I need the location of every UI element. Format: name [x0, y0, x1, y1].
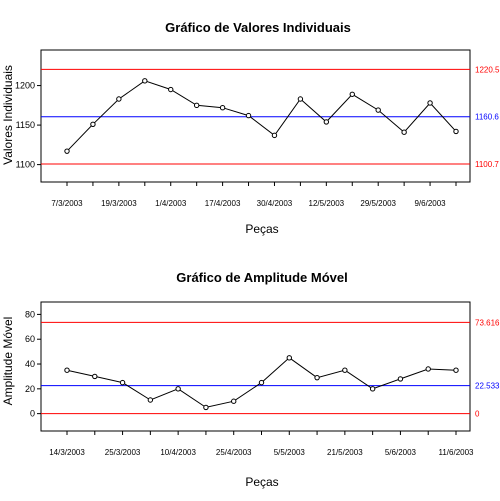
data-point — [258, 379, 265, 386]
x-tick-label: 29/5/2003 — [360, 199, 396, 208]
x-tick-label: 17/4/2003 — [205, 199, 241, 208]
data-point — [193, 102, 200, 109]
x-axis-label: Peças — [245, 222, 278, 236]
x-tick-label: 21/5/2003 — [327, 448, 363, 457]
data-point — [231, 398, 237, 404]
y-tick-label: 1150 — [16, 120, 35, 130]
x-tick-label: 11/6/2003 — [439, 448, 475, 457]
x-tick-label: 14/3/2003 — [49, 448, 85, 457]
control-limit-label: 1160.6 — [475, 113, 499, 122]
data-point — [453, 367, 459, 373]
data-point — [116, 96, 122, 102]
data-point — [142, 78, 148, 84]
data-point — [271, 132, 278, 139]
data-point — [342, 367, 348, 373]
x-tick-label: 12/5/2003 — [309, 199, 345, 208]
series-line — [66, 80, 457, 152]
control-limit-label: 1100.7 — [475, 160, 499, 169]
control-limit-label: 22.533 — [475, 382, 500, 391]
data-point — [369, 386, 376, 392]
x-tick-label: 10/4/2003 — [160, 448, 196, 457]
x-tick-label: 7/3/2003 — [51, 199, 83, 208]
x-tick-label: 30/4/2003 — [257, 199, 293, 208]
data-point — [92, 373, 98, 380]
data-point — [427, 100, 433, 106]
data-point — [425, 366, 431, 372]
data-point — [219, 105, 226, 111]
data-point — [314, 374, 320, 381]
control-limit-label: 1220.5 — [475, 65, 500, 74]
y-axis-label: Valores Individuais — [1, 65, 15, 165]
data-point — [401, 129, 407, 135]
y-tick-label: 20 — [25, 384, 35, 394]
data-point — [168, 86, 174, 93]
y-tick-label: 0 — [30, 409, 35, 419]
data-point — [64, 148, 70, 154]
x-tick-label: 25/4/2003 — [216, 448, 252, 457]
x-tick-label: 9/6/2003 — [414, 199, 446, 208]
data-point — [323, 119, 330, 125]
data-point — [147, 397, 154, 403]
chart-title: Gráfico de Amplitude Móvel — [176, 270, 347, 285]
x-tick-label: 19/3/2003 — [101, 199, 137, 208]
data-point — [245, 112, 252, 119]
data-point — [64, 367, 70, 373]
data-point — [90, 121, 96, 127]
moving-range-chart: Gráfico de Amplitude Móvel Peças Amplitu… — [1, 270, 500, 489]
x-tick-label: 25/3/2003 — [105, 448, 141, 457]
x-tick-label: 5/5/2003 — [274, 448, 306, 457]
control-limit-label: 73.616 — [475, 318, 500, 327]
plot-frame — [40, 301, 471, 432]
data-point — [453, 128, 459, 135]
y-tick-label: 1200 — [15, 81, 35, 91]
data-point — [297, 96, 304, 102]
data-point — [375, 107, 381, 113]
plot-frame — [40, 49, 471, 183]
y-tick-label: 1100 — [16, 160, 35, 170]
x-tick-label: 5/6/2003 — [385, 448, 417, 457]
data-point — [203, 404, 209, 411]
control-limit-label: 0 — [475, 410, 480, 419]
individual-values-chart: Gráfico de Valores Individuais Peças Val… — [1, 20, 500, 236]
data-point — [349, 91, 355, 97]
chart-title: Gráfico de Valores Individuais — [165, 20, 351, 35]
data-point — [119, 379, 126, 386]
y-axis-label: Amplitude Móvel — [1, 317, 15, 406]
data-point — [286, 355, 292, 361]
x-axis-label: Peças — [245, 475, 278, 489]
y-tick-label: 80 — [25, 309, 35, 319]
y-tick-label: 40 — [25, 359, 35, 369]
data-point — [175, 386, 181, 392]
y-tick-label: 60 — [25, 334, 35, 344]
x-tick-label: 1/4/2003 — [155, 199, 187, 208]
data-point — [397, 376, 404, 382]
